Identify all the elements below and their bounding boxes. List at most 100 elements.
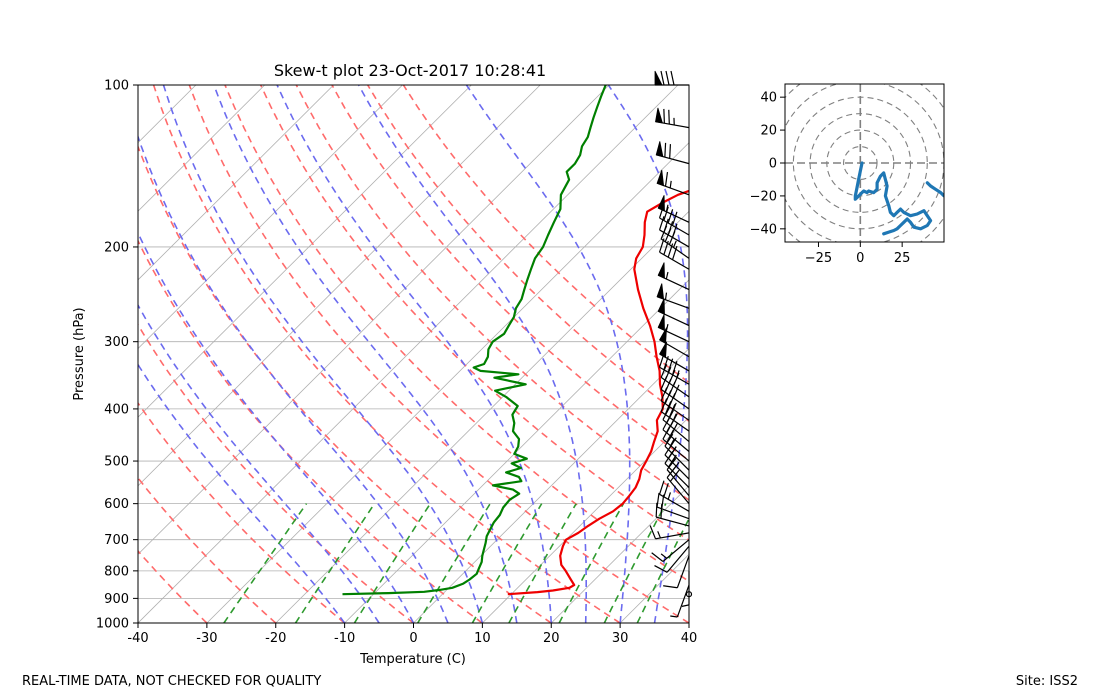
- moist-adiabat: [138, 363, 346, 623]
- wind-barb: [660, 225, 690, 259]
- y-tick-label: 300: [104, 335, 129, 350]
- y-tick-label: 100: [104, 79, 129, 94]
- hodograph-trace: [853, 161, 933, 236]
- wind-barb: [662, 426, 690, 462]
- x-tick-label: 10: [474, 631, 491, 646]
- dry-adiabat: [138, 549, 208, 623]
- isotherm-line: [758, 85, 1100, 623]
- x-tick-label: -40: [127, 631, 148, 646]
- chart-title: Skew-t plot 23-Oct-2017 10:28:41: [274, 61, 546, 80]
- dry-adiabat: [224, 85, 689, 583]
- hodo-y-tick-label: −20: [750, 189, 777, 204]
- hodo-y-tick-label: 0: [769, 157, 777, 172]
- y-tick-label: 200: [104, 240, 129, 255]
- isotherm-line: [138, 85, 197, 144]
- mixing-ratio-line: [636, 516, 689, 623]
- wind-barbs: [649, 70, 693, 618]
- isotherm-line: [688, 622, 689, 623]
- y-tick-label: 500: [104, 455, 129, 470]
- wind-barb: [649, 525, 690, 540]
- skewt-profiles: [342, 85, 689, 596]
- moist-adiabat: [607, 85, 689, 623]
- mixing-ratio-line: [417, 503, 491, 623]
- dry-adiabat: [138, 476, 277, 623]
- wind-barb: [651, 539, 690, 562]
- wind-barb: [657, 298, 690, 327]
- isotherm-line: [138, 85, 472, 418]
- mixing-ratio-line: [353, 503, 431, 623]
- moist-adiabat: [138, 134, 449, 623]
- isotherm-line: [482, 416, 689, 623]
- skewt-frame: [137, 84, 690, 624]
- dry-adiabat: [138, 239, 483, 623]
- wind-barb: [655, 107, 690, 129]
- wind-barb: [662, 406, 690, 443]
- hodograph-axes: −25 0 25 −40 −20 0 20 40: [750, 83, 945, 266]
- hodo-y-tick-label: 40: [760, 91, 777, 106]
- mixing-ratio-line: [603, 503, 667, 623]
- x-tick-label: -20: [265, 631, 286, 646]
- hodo-x-tick-label: −25: [805, 251, 832, 266]
- wind-barb: [659, 341, 690, 372]
- hodograph-ring: [843, 145, 878, 181]
- wind-barb: [658, 480, 690, 512]
- dry-adiabat: [138, 144, 552, 623]
- wind-barb: [670, 584, 690, 618]
- moist-adiabat: [138, 231, 415, 623]
- moist-adiabat: [162, 85, 484, 623]
- mixing-ratio-line: [558, 503, 625, 623]
- wind-barb: [660, 387, 690, 421]
- isotherm-line: [138, 85, 679, 623]
- y-tick-label: 400: [104, 402, 129, 417]
- wind-barb: [666, 465, 690, 505]
- x-tick-label: -10: [334, 631, 355, 646]
- dry-adiabat: [331, 85, 689, 462]
- wind-barb: [654, 545, 690, 573]
- wind-barb: [657, 262, 690, 291]
- dry-adiabat: [367, 85, 689, 423]
- quality-disclaimer: REAL-TIME DATA, NOT CHECKED FOR QUALITY: [22, 674, 322, 689]
- isotherm-line: [551, 485, 689, 623]
- wind-barb: [659, 327, 690, 358]
- hodo-y-tick-label: 20: [760, 124, 777, 139]
- isotherm-line: [206, 142, 689, 623]
- hodograph-trace: [853, 161, 944, 236]
- y-tick-label: 700: [104, 533, 129, 548]
- isotherm-line: [138, 85, 541, 487]
- moist-adiabat: [465, 85, 631, 623]
- isotherm-line: [138, 85, 610, 555]
- x-tick-label: -30: [196, 631, 217, 646]
- hodo-y-tick-label: −40: [750, 222, 777, 237]
- hodo-x-tick-label: 0: [856, 251, 864, 266]
- x-axis-label: Temperature (C): [359, 652, 466, 667]
- wind-barb: [663, 555, 690, 589]
- wind-barb: [655, 141, 690, 165]
- mixing-ratio-line: [508, 503, 577, 623]
- wind-barb: [654, 70, 689, 86]
- mixing-ratio-line: [471, 503, 543, 623]
- calm-wind-circle: [685, 591, 693, 598]
- dry-adiabat: [402, 85, 689, 384]
- moist-adiabat: [213, 85, 518, 623]
- site-label: Site: ISS2: [1015, 674, 1078, 689]
- y-tick-label: 900: [104, 592, 129, 607]
- mixing-ratio-line: [223, 503, 308, 623]
- wind-barb: [681, 570, 690, 607]
- isotherm-line: [138, 85, 265, 212]
- dry-adiabat: [259, 85, 689, 542]
- dry-adiabat: [152, 85, 621, 623]
- dry-adiabat: [188, 85, 689, 623]
- isotherm-line: [0, 85, 58, 623]
- y-tick-label: 600: [104, 497, 129, 512]
- x-tick-label: 0: [409, 631, 417, 646]
- dry-adiabat: [138, 323, 414, 623]
- hodograph_upper-trace: [925, 181, 944, 198]
- wind-barb: [656, 169, 690, 196]
- isotherm-line: [275, 210, 689, 623]
- skewt-background-lines: [0, 85, 1100, 623]
- y-tick-label: 800: [104, 564, 129, 579]
- wind-barb: [658, 204, 690, 236]
- wind-barb: [656, 283, 690, 309]
